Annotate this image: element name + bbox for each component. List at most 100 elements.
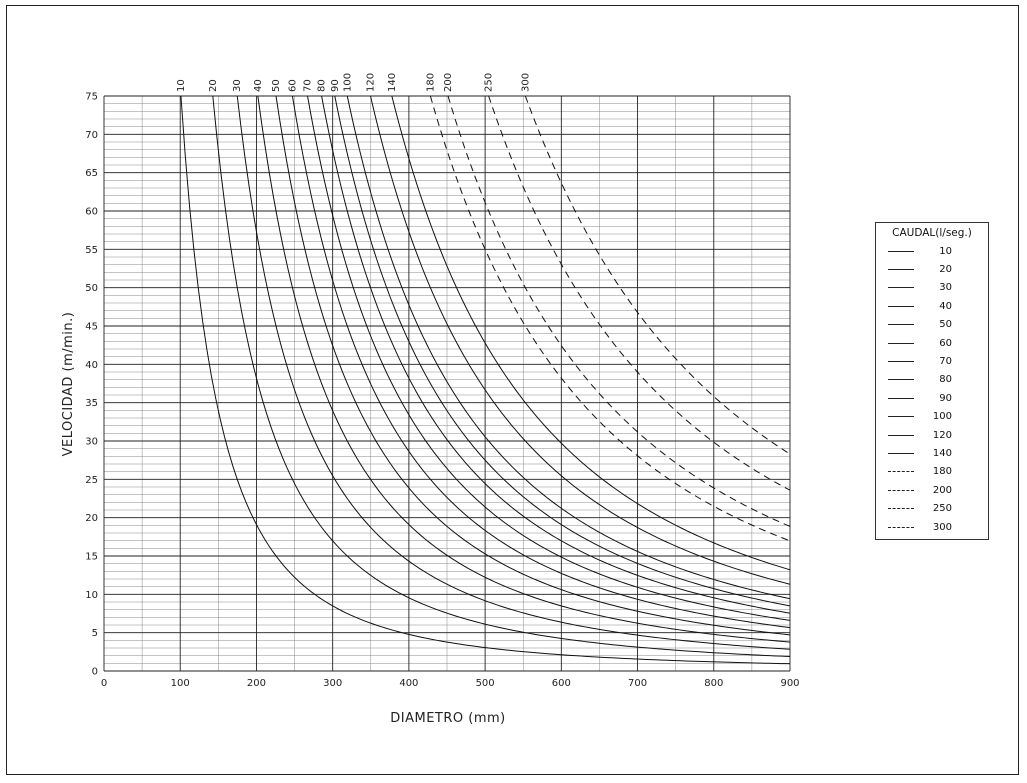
- curve-120: [369, 95, 791, 585]
- curve-90: [334, 95, 791, 607]
- curve-label-70: 70: [303, 79, 314, 92]
- y-tick-label: 65: [85, 168, 98, 179]
- curve-label-90: 90: [330, 79, 341, 92]
- y-tick-label: 30: [85, 437, 98, 448]
- legend-swatch: [888, 287, 914, 289]
- legend-label: 50: [939, 319, 952, 331]
- legend-item-100: 100: [876, 408, 988, 426]
- legend-label: 60: [939, 337, 952, 349]
- legend-label: 40: [939, 300, 952, 312]
- curve-200: [447, 95, 791, 527]
- legend-label: 180: [932, 466, 952, 478]
- legend-item-60: 60: [876, 334, 988, 352]
- legend-item-250: 250: [876, 499, 988, 517]
- legend-swatch: [888, 324, 914, 326]
- legend-item-80: 80: [876, 371, 988, 389]
- legend-label: 140: [932, 447, 952, 459]
- legend-swatch: [888, 397, 914, 399]
- curve-label-180: 180: [425, 73, 436, 92]
- legend-item-20: 20: [876, 260, 988, 278]
- curve-label-120: 120: [365, 73, 376, 92]
- x-tick-label: 400: [399, 678, 418, 689]
- x-tick-label: 500: [476, 678, 495, 689]
- curve-10: [180, 95, 791, 665]
- legend-label: 70: [939, 356, 952, 368]
- curve-label-40: 40: [253, 79, 264, 92]
- curve-20: [212, 95, 791, 658]
- x-tick-label: 300: [323, 678, 342, 689]
- grid-major: [103, 95, 791, 672]
- x-tick-label: 900: [780, 678, 799, 689]
- curve-60: [291, 95, 791, 629]
- legend-swatch: [888, 489, 914, 491]
- legend-swatch: [888, 434, 914, 436]
- y-tick-label: 45: [85, 322, 98, 333]
- curve-label-100: 100: [342, 73, 353, 92]
- legend-swatch: [888, 416, 914, 418]
- y-axis-ticks: 0 5 10 15 20 25 30 35 40 45 50 55 60 65 70 75: [85, 92, 98, 678]
- legend-item-200: 200: [876, 481, 988, 499]
- legend-item-180: 180: [876, 463, 988, 481]
- legend-swatch: [888, 361, 914, 363]
- curve-300: [524, 95, 791, 455]
- legend-swatch: [888, 379, 914, 381]
- curve-label-10: 10: [176, 79, 187, 92]
- legend-item-30: 30: [876, 279, 988, 297]
- curve-180: [429, 95, 791, 542]
- x-tick-label: 100: [171, 678, 190, 689]
- legend-label: 30: [939, 282, 952, 294]
- legend-swatch: [888, 342, 914, 344]
- legend-label: 20: [939, 264, 952, 276]
- curve-label-200: 200: [443, 73, 454, 92]
- y-tick-label: 50: [85, 283, 98, 294]
- y-tick-label: 5: [92, 628, 98, 639]
- legend-swatch: [888, 508, 914, 510]
- legend-label: 200: [932, 484, 952, 496]
- curve-80: [321, 95, 791, 614]
- legend-item-300: 300: [876, 518, 988, 536]
- curve-label-80: 80: [317, 79, 328, 92]
- x-tick-label: 700: [628, 678, 647, 689]
- x-axis-title: DIAMETRO (mm): [390, 711, 505, 726]
- legend-label: 90: [939, 392, 952, 404]
- curve-250: [488, 95, 791, 491]
- legend-label: 100: [932, 411, 952, 423]
- y-tick-label: 15: [85, 552, 98, 563]
- chart-frame: [6, 5, 1019, 775]
- legend-item-50: 50: [876, 316, 988, 334]
- y-tick-label: 40: [85, 360, 98, 371]
- legend-swatch: [888, 250, 914, 252]
- y-axis-title: VELOCIDAD (m/min.): [61, 312, 76, 457]
- y-tick-label: 70: [85, 130, 98, 141]
- y-tick-label: 25: [85, 475, 98, 486]
- y-tick-label: 10: [85, 590, 98, 601]
- legend-item-10: 10: [876, 242, 988, 260]
- curve-30: [236, 95, 791, 650]
- legend-swatch: [888, 471, 914, 473]
- legend-swatch: [888, 269, 914, 271]
- curve-70: [307, 95, 791, 621]
- legend-label: 250: [932, 503, 952, 515]
- legend-label: 10: [939, 245, 952, 257]
- curve-label-140: 140: [387, 73, 398, 92]
- legend-label: 80: [939, 374, 952, 386]
- curve-label-50: 50: [271, 79, 282, 92]
- legend-swatch: [888, 452, 914, 454]
- legend-swatch: [888, 305, 914, 307]
- curve-label-60: 60: [287, 79, 298, 92]
- x-tick-label: 200: [247, 678, 266, 689]
- legend-title: CAUDAL(l/seg.): [892, 227, 972, 239]
- y-tick-label: 75: [85, 92, 98, 103]
- curves: [180, 95, 791, 665]
- x-axis-ticks: 0 100 200 300 400 500 600 700 800 900: [101, 678, 800, 689]
- y-tick-label: 0: [92, 667, 98, 678]
- legend-item-90: 90: [876, 389, 988, 407]
- grid-minor: [104, 95, 790, 672]
- legend-item-140: 140: [876, 444, 988, 462]
- curve-40: [257, 95, 791, 643]
- x-tick-label: 600: [552, 678, 571, 689]
- x-tick-label: 800: [704, 678, 723, 689]
- legend-item-70: 70: [876, 352, 988, 370]
- legend-label: 120: [932, 429, 952, 441]
